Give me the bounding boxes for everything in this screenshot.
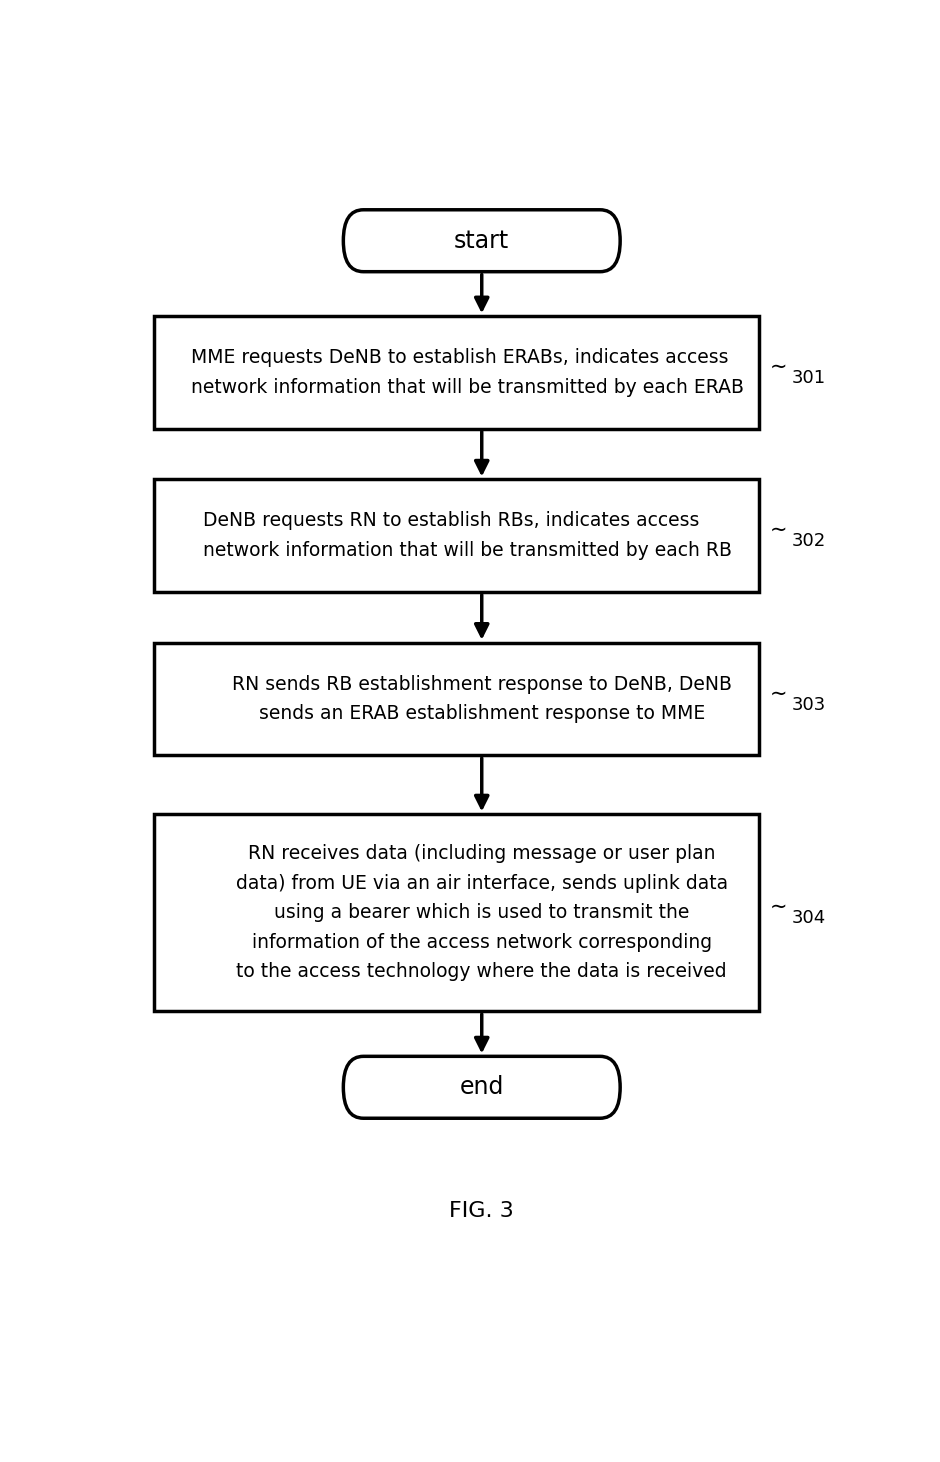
Bar bbox=[154, 643, 759, 756]
Text: ∼: ∼ bbox=[770, 357, 787, 377]
Text: 302: 302 bbox=[791, 532, 825, 550]
Text: 304: 304 bbox=[791, 909, 825, 927]
Text: RN receives data (including message or user plan
data) from UE via an air interf: RN receives data (including message or u… bbox=[236, 844, 728, 981]
Text: 303: 303 bbox=[791, 696, 825, 713]
Text: MME requests DeNB to establish ERABs, indicates access
network information that : MME requests DeNB to establish ERABs, in… bbox=[191, 348, 744, 396]
Text: FIG. 3: FIG. 3 bbox=[449, 1202, 514, 1221]
Text: 301: 301 bbox=[791, 368, 825, 387]
Bar bbox=[154, 480, 759, 592]
Text: ∼: ∼ bbox=[770, 683, 787, 703]
Text: RN sends RB establishment response to DeNB, DeNB
sends an ERAB establishment res: RN sends RB establishment response to De… bbox=[232, 674, 731, 724]
Text: ∼: ∼ bbox=[770, 898, 787, 917]
Bar bbox=[154, 316, 759, 428]
FancyBboxPatch shape bbox=[343, 209, 620, 272]
Bar bbox=[154, 814, 759, 1012]
FancyBboxPatch shape bbox=[343, 1057, 620, 1118]
Text: DeNB requests RN to establish RBs, indicates access
network information that wil: DeNB requests RN to establish RBs, indic… bbox=[203, 512, 731, 560]
Text: ∼: ∼ bbox=[770, 520, 787, 539]
Text: end: end bbox=[460, 1075, 504, 1099]
Text: start: start bbox=[454, 228, 509, 253]
